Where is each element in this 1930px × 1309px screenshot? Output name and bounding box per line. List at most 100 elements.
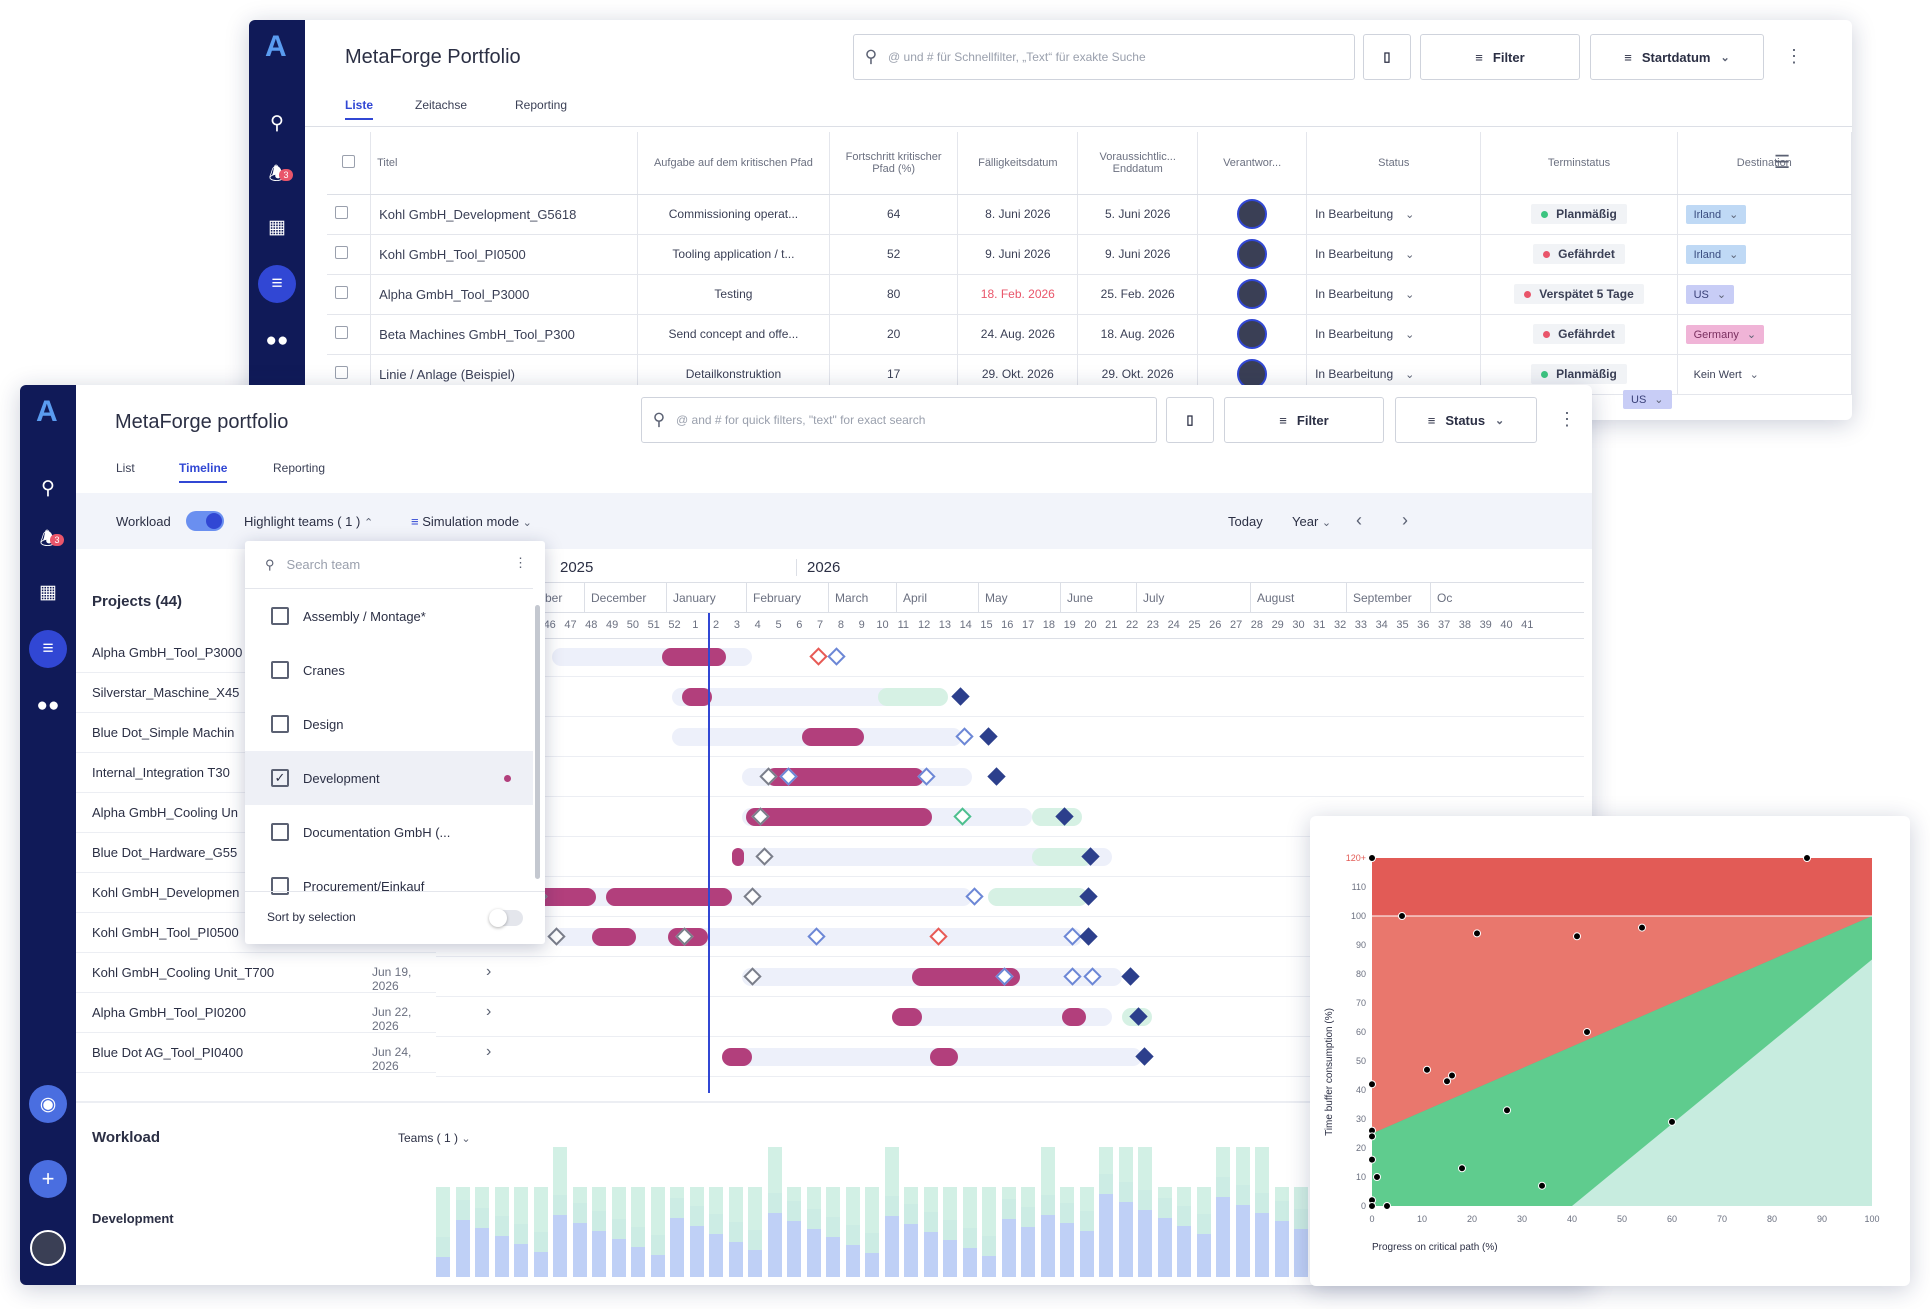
- data-point[interactable]: [1373, 1173, 1381, 1181]
- tab-reporting[interactable]: Reporting: [515, 98, 568, 112]
- avatar[interactable]: [1237, 319, 1268, 349]
- task-bar[interactable]: [662, 648, 726, 666]
- task-bar[interactable]: [722, 1048, 752, 1066]
- filter-button[interactable]: ≡ Filter: [1420, 34, 1580, 80]
- row-checkbox[interactable]: [327, 234, 372, 275]
- column-header[interactable]: Titel: [370, 132, 639, 195]
- project-bar[interactable]: [892, 1008, 1112, 1026]
- more-menu-icon[interactable]: ⋮: [1558, 409, 1576, 429]
- chevron-right-icon[interactable]: ›: [486, 1043, 492, 1060]
- data-point[interactable]: [1368, 1155, 1376, 1164]
- bell-icon[interactable]: 🕭 3: [20, 525, 76, 557]
- destination-select[interactable]: Kein Wert ⌄: [1677, 354, 1852, 395]
- search-input[interactable]: ⚲ @ und # für Schnellfilter, „Text“ für e…: [853, 34, 1355, 80]
- chevron-right-icon[interactable]: ›: [486, 1003, 492, 1020]
- more-menu-icon[interactable]: ⋮: [514, 555, 527, 570]
- column-header[interactable]: Fortschritt kritischer Pfad (%): [829, 132, 959, 195]
- destination-select[interactable]: US ⌄: [1623, 390, 1672, 409]
- search-icon[interactable]: ⚲: [270, 113, 284, 134]
- data-point[interactable]: [1803, 854, 1811, 862]
- bell-icon[interactable]: 🕭 3: [249, 160, 305, 192]
- sort-by-selection-toggle[interactable]: [489, 909, 523, 927]
- data-point[interactable]: [1638, 923, 1646, 932]
- milestone-icon[interactable]: [827, 647, 846, 666]
- chevron-right-icon[interactable]: ›: [1402, 510, 1408, 530]
- more-menu-icon[interactable]: ⋮: [1785, 46, 1803, 66]
- table-row[interactable]: Kohl GmbH_Development_G5618 Commissioning…: [327, 194, 1852, 235]
- data-point[interactable]: [1473, 929, 1481, 938]
- milestone-icon[interactable]: [951, 687, 970, 706]
- table-row[interactable]: Alpha GmbH_Tool_P3000 Testing 80 18. Feb. 2…: [327, 274, 1852, 315]
- task-bar[interactable]: [766, 768, 924, 786]
- avatar[interactable]: [1237, 199, 1268, 229]
- project-title[interactable]: Kohl GmbH_Tool_PI0500: [370, 234, 639, 275]
- team-option[interactable]: Procurement/Einkauf: [245, 859, 533, 913]
- table-row[interactable]: Beta Machines GmbH_Tool_P300 Send concept…: [327, 314, 1852, 355]
- avatar[interactable]: [1237, 279, 1268, 309]
- task-bar[interactable]: [892, 1008, 922, 1026]
- data-point[interactable]: [1538, 1181, 1546, 1190]
- team-checkbox[interactable]: [271, 715, 289, 733]
- status-select[interactable]: In Bearbeitung ⌄: [1306, 274, 1482, 315]
- team-option[interactable]: Documentation GmbH (...: [245, 805, 533, 859]
- column-header[interactable]: Status: [1306, 132, 1482, 195]
- column-header[interactable]: Terminstatus: [1480, 132, 1678, 195]
- portfolio-icon[interactable]: ≡: [249, 265, 305, 303]
- team-checkbox[interactable]: [271, 877, 289, 895]
- team-checkbox[interactable]: [271, 661, 289, 679]
- team-option[interactable]: Design: [245, 697, 533, 751]
- data-point[interactable]: [1448, 1071, 1456, 1080]
- data-point[interactable]: [1383, 1202, 1391, 1210]
- team-checkbox[interactable]: [271, 607, 289, 625]
- task-bar[interactable]: [746, 808, 932, 826]
- avatar[interactable]: [1237, 239, 1268, 269]
- column-header[interactable]: Voraussichtlic... Enddatum: [1077, 132, 1199, 195]
- row-checkbox[interactable]: [327, 314, 372, 355]
- milestone-icon[interactable]: [979, 727, 998, 746]
- buffer-bar[interactable]: [1032, 848, 1092, 866]
- tab-timeline[interactable]: Timeline: [179, 461, 228, 483]
- tab-reporting[interactable]: Reporting: [273, 461, 326, 475]
- task-bar[interactable]: [606, 888, 732, 906]
- avatar[interactable]: [20, 1230, 76, 1266]
- sort-button[interactable]: ≡ Status ⌄: [1395, 397, 1537, 443]
- milestone-icon[interactable]: [809, 647, 828, 666]
- portfolio-icon[interactable]: ≡: [20, 630, 76, 668]
- data-point[interactable]: [1368, 854, 1376, 862]
- data-point[interactable]: [1368, 1080, 1376, 1089]
- data-point[interactable]: [1398, 912, 1406, 920]
- task-bar[interactable]: [930, 1048, 958, 1066]
- team-icon[interactable]: ●●: [265, 330, 289, 351]
- search-input[interactable]: ⚲ @ and # for quick filters, "text" for e…: [641, 397, 1157, 443]
- tab-list[interactable]: List: [116, 461, 135, 475]
- project-bar[interactable]: [672, 688, 892, 706]
- zoom-select[interactable]: Year ⌄: [1292, 514, 1332, 529]
- task-bar[interactable]: [1062, 1008, 1086, 1026]
- data-point[interactable]: [1423, 1065, 1431, 1074]
- status-select[interactable]: In Bearbeitung ⌄: [1306, 234, 1482, 275]
- buffer-bar[interactable]: [988, 888, 1088, 906]
- bookmark-button[interactable]: ▯: [1166, 397, 1214, 443]
- tab-zeitachse[interactable]: Zeitachse: [415, 98, 468, 112]
- search-icon[interactable]: ⚲: [41, 478, 55, 499]
- project-title[interactable]: Beta Machines GmbH_Tool_P300: [370, 314, 639, 355]
- team-search-input[interactable]: ⚲ Search team ⋮: [245, 541, 533, 589]
- status-select[interactable]: In Bearbeitung ⌄: [1306, 194, 1482, 235]
- column-header[interactable]: Destination: [1677, 132, 1852, 195]
- milestone-icon[interactable]: [1079, 927, 1098, 946]
- today-button[interactable]: Today: [1228, 514, 1263, 529]
- add-icon[interactable]: +: [20, 1160, 76, 1198]
- data-point[interactable]: [1458, 1164, 1466, 1173]
- workload-toggle[interactable]: [186, 511, 224, 531]
- task-bar[interactable]: [732, 848, 744, 866]
- teams-select[interactable]: Teams ( 1 ) ⌄: [398, 1131, 471, 1145]
- row-checkbox[interactable]: [327, 274, 372, 315]
- data-point[interactable]: [1583, 1028, 1591, 1036]
- column-header[interactable]: Aufgabe auf dem kritischen Pfad: [637, 132, 830, 195]
- column-header[interactable]: Fälligkeitsdatum: [957, 132, 1079, 195]
- list-item[interactable]: Blue Dot AG_Tool_PI0400 Jun 24, 2026 ›: [76, 1033, 491, 1073]
- column-settings-icon[interactable]: ☰: [1774, 152, 1791, 172]
- task-bar[interactable]: [912, 968, 1020, 986]
- team-option[interactable]: ✓ Development: [245, 751, 533, 805]
- filter-button[interactable]: ≡ Filter: [1224, 397, 1384, 443]
